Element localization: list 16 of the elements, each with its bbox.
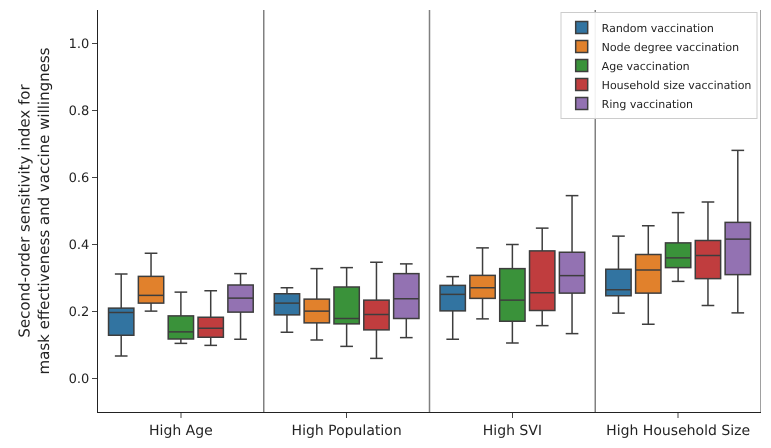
y-tick-label: 0.8	[68, 104, 90, 120]
legend-label: Household size vaccination	[602, 78, 752, 92]
x-tick-label: High Age	[149, 422, 213, 439]
y-tick-label: 0.2	[68, 305, 90, 320]
y-tick-label: 0.6	[68, 171, 90, 186]
legend-label: Age vaccination	[602, 60, 690, 73]
y-tick-label: 1.0	[68, 37, 90, 52]
y-tick-label: 0.0	[68, 372, 90, 388]
x-tick-label: High Population	[292, 422, 402, 439]
legend-label: Random vaccination	[602, 22, 714, 35]
legend-label: Ring vaccination	[602, 98, 694, 111]
legend-label: Node degree vaccination	[602, 40, 740, 54]
y-tick-label: 0.4	[68, 238, 90, 254]
x-tick-label: High SVI	[482, 422, 542, 439]
x-tick-label: High Household Size	[606, 422, 750, 439]
y-axis-title: Second-order sensitivity index for mask effectiveness and vaccine willingness	[15, 47, 53, 374]
